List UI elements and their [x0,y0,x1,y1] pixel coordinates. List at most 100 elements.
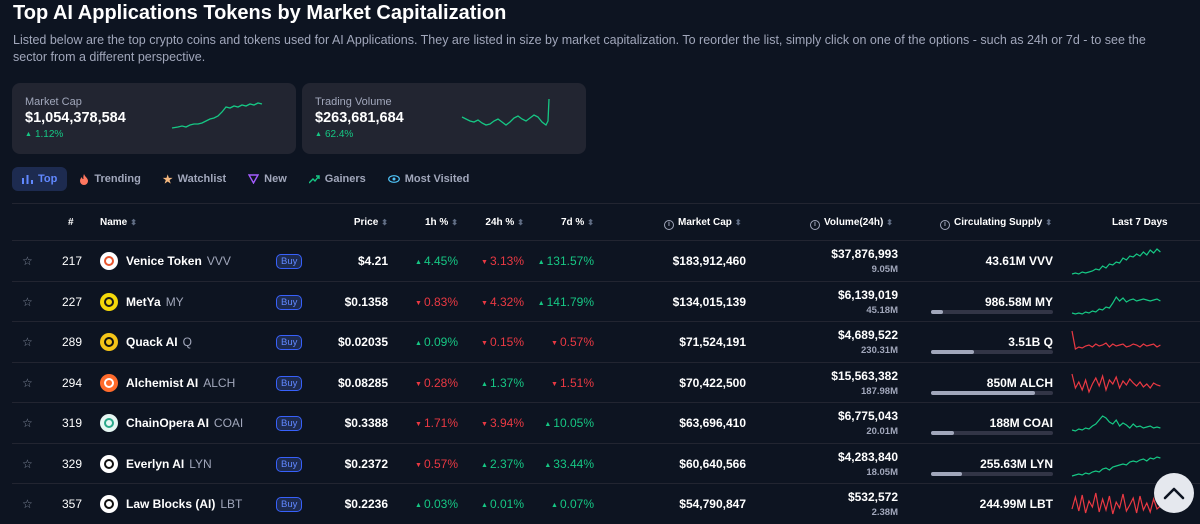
trading-volume-change-value: 62.4% [324,129,354,140]
change-7d: ▲ 0.07% [551,497,594,511]
circulating-supply: 244.99M LBT [979,497,1053,511]
buy-button[interactable]: Buy [276,456,303,472]
watchlist-star-icon[interactable]: ☆ [22,497,33,511]
triangle-icon: ▲ [544,461,552,469]
sparkline-7d[interactable] [1070,366,1162,400]
buy-button[interactable]: Buy [276,335,303,350]
sort-icon: ⬍ [130,218,137,227]
change-24h: ▼ 0.15% [481,335,524,349]
info-icon[interactable]: i [810,220,820,230]
supply-progress [931,350,1053,354]
token-name[interactable]: Venice Token VVV [126,254,231,268]
supply-progress-fill [931,471,962,476]
volume[interactable]: $6,775,043 [837,409,898,423]
price: $0.2236 [344,497,388,511]
col-name[interactable]: Name ⬍ [100,217,137,228]
token-name[interactable]: Law Blocks (AI) LBT [126,497,242,511]
supply-progress [931,309,1053,314]
volume[interactable]: $37,876,993 [831,247,898,261]
trading-volume-card[interactable]: Trading Volume $263,681,684 ▲ 62.4% [302,83,586,154]
sparkline-7d[interactable] [1070,285,1162,319]
volume[interactable]: $15,563,382 [831,368,898,383]
change-7d: ▲ 33.44% [544,457,594,471]
watchlist-star-icon[interactable]: ☆ [22,294,33,309]
tab-new[interactable]: New [238,167,297,191]
tab-trending[interactable]: Trending [69,167,150,191]
token-name[interactable]: Quack AI Q [126,335,192,349]
sparkline-7d[interactable] [1070,244,1162,278]
sparkline-7d[interactable] [1070,447,1162,481]
col-price[interactable]: Price ⬍ [354,217,388,228]
supply-progress [931,431,1053,435]
col-rank[interactable]: # [68,217,74,228]
watchlist-star-icon[interactable]: ☆ [22,254,33,268]
change-1h: ▲ 0.03% [415,497,458,511]
market-cap-card[interactable]: Market Cap $1,054,378,584 ▲ 1.12% [12,83,296,154]
triangle-icon: ▼ [415,421,422,428]
tab-watchlist[interactable]: ★ Watchlist [153,167,236,191]
table-row[interactable]: ☆ 289 Quack AI Q Buy $0.02035 ▲ 0.09% ▼ 0.15% ▼ 0.5… [12,322,1200,363]
change-1h-value: 0.57% [423,456,458,471]
scroll-to-top-button[interactable] [1154,473,1194,513]
token-logo-icon [100,414,118,432]
table-row[interactable]: ☆ 329 Everlyn AI LYN Buy $0.2372 ▼ 0.57% ▲ 2.37% ▲… [12,444,1200,484]
tab-top[interactable]: Top [12,167,68,191]
change-24h: ▼ 3.13% [481,254,524,268]
token-name[interactable]: Alchemist AI ALCH [126,376,235,390]
buy-button[interactable]: Buy [276,375,303,391]
tab-gainers[interactable]: Gainers [299,167,376,191]
watchlist-star-icon[interactable]: ☆ [22,335,33,349]
col-volume[interactable]: i Volume(24h) ⬍ [810,217,893,230]
market-cap-label: Market Cap [25,96,82,108]
table-row[interactable]: ☆ 357 Law Blocks (AI) LBT Buy $0.2236 ▲ 0.03% ▲ 0… [12,484,1200,524]
change-1h: ▼ 0.83% [415,295,458,309]
col-24h[interactable]: 24h % ⬍ [485,217,524,228]
col-7d[interactable]: 7d % ⬍ [561,217,594,228]
token-symbol: Q [182,335,192,349]
watchlist-star-icon[interactable]: ☆ [22,416,33,430]
change-7d-value: 33.44% [553,456,594,471]
token-name[interactable]: MetYa MY [126,295,184,309]
change-7d: ▲ 131.57% [538,254,594,268]
sparkline-7d[interactable] [1070,406,1162,440]
sort-icon: ⬍ [381,218,388,227]
token-name-text: ChainOpera AI [126,416,209,430]
rank: 227 [62,294,83,309]
buy-button[interactable]: Buy [276,497,303,512]
col-last-7-days: Last 7 Days [1112,217,1168,228]
info-icon[interactable]: i [664,220,674,230]
col-market-cap[interactable]: i Market Cap ⬍ [664,217,742,230]
volume[interactable]: $4,283,840 [837,449,898,464]
buy-button[interactable]: Buy [276,294,303,310]
triangle-icon: ▼ [481,259,488,266]
info-icon[interactable]: i [940,220,950,230]
table-row[interactable]: ☆ 294 Alchemist AI ALCH Buy $0.08285 ▼ 0.28% ▲ 1.… [12,363,1200,403]
col-24h-label: 24h % [485,217,515,228]
sparkline-7d[interactable] [1070,325,1162,359]
buy-button[interactable]: Buy [276,254,303,269]
page-title: Top AI Applications Tokens by Market Cap… [13,2,507,24]
table-row[interactable]: ☆ 227 MetYa MY Buy $0.1358 ▼ 0.83% ▼ 4.32% ▲ 141.79… [12,282,1200,322]
triangle-icon: ▼ [415,299,422,307]
market-cap: $63,696,410 [679,416,746,430]
volume[interactable]: $4,689,522 [837,328,898,342]
col-supply[interactable]: i Circulating Supply ⬍ [940,217,1052,230]
col-1h[interactable]: 1h % ⬍ [425,217,458,228]
trading-volume-sparkline [461,98,550,126]
watchlist-star-icon[interactable]: ☆ [22,456,33,471]
tab-most-visited[interactable]: Most Visited [378,167,480,191]
token-logo-icon [100,292,118,311]
table-row[interactable]: ☆ 319 ChainOpera AI COAI Buy $0.3388 ▼ 1.71% ▼ 3.… [12,403,1200,444]
change-24h: ▼ 4.32% [481,295,524,309]
watchlist-star-icon[interactable]: ☆ [22,375,33,390]
buy-button[interactable]: Buy [276,416,303,431]
token-name[interactable]: ChainOpera AI COAI [126,416,243,430]
volume[interactable]: $532,572 [847,490,898,504]
table-row[interactable]: ☆ 217 Venice Token VVV Buy $4.21 ▲ 4.45% ▼ 3.13% ▲… [12,241,1200,282]
circulating-supply: 850M ALCH [986,375,1053,390]
sparkline-7d[interactable] [1070,487,1162,521]
change-1h: ▼ 1.71% [415,416,458,430]
change-24h-value: 0.01% [489,497,524,511]
token-name[interactable]: Everlyn AI LYN [126,457,212,471]
volume[interactable]: $6,139,019 [837,287,898,302]
